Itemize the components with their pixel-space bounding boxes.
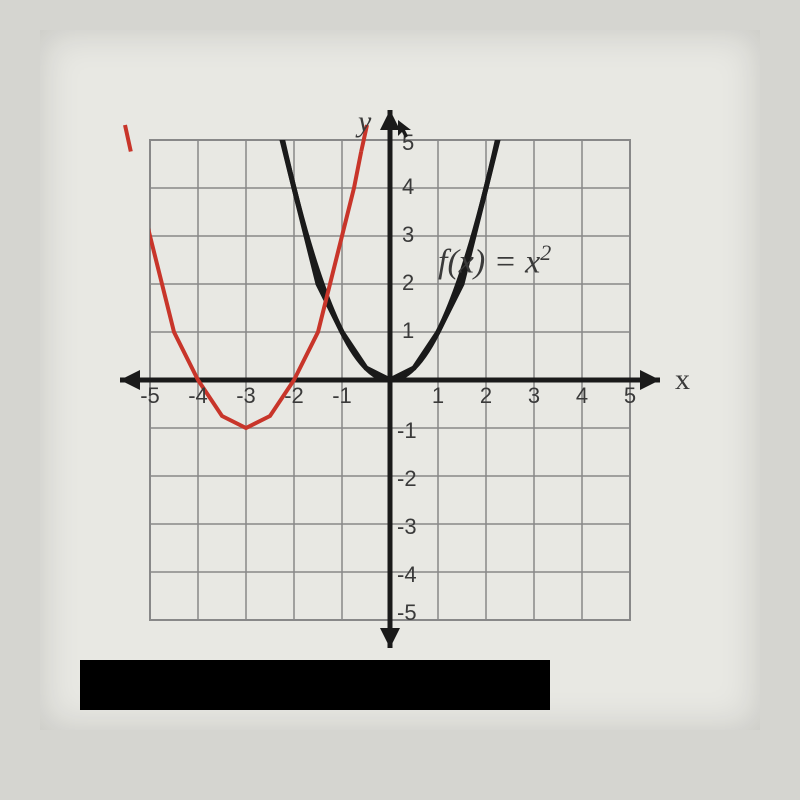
svg-text:2: 2 <box>480 383 492 408</box>
svg-text:5: 5 <box>624 383 636 408</box>
svg-text:-5: -5 <box>140 383 160 408</box>
svg-text:-3: -3 <box>397 514 417 539</box>
svg-text:-2: -2 <box>284 383 304 408</box>
svg-text:3: 3 <box>528 383 540 408</box>
svg-text:4: 4 <box>402 174 414 199</box>
svg-text:1: 1 <box>402 318 414 343</box>
svg-text:4: 4 <box>576 383 588 408</box>
x-axis-label: x <box>675 363 690 397</box>
photo-frame: -5 -4 -3 -2 -1 1 2 3 4 5 1 2 3 4 5 -1 <box>40 30 760 730</box>
svg-text:-5: -5 <box>397 600 417 625</box>
svg-text:-1: -1 <box>397 418 417 443</box>
x-arrow-left <box>120 370 140 390</box>
svg-text:-4: -4 <box>397 562 417 587</box>
svg-text:-2: -2 <box>397 466 417 491</box>
y-axis-label: y <box>358 105 371 139</box>
y-arrow-down <box>380 628 400 648</box>
svg-text:1: 1 <box>432 383 444 408</box>
equation-label: f(x) = x2 <box>438 240 551 281</box>
parabola-chart: -5 -4 -3 -2 -1 1 2 3 4 5 1 2 3 4 5 -1 <box>100 100 700 660</box>
svg-text:-3: -3 <box>236 383 256 408</box>
red-tail-left <box>125 125 131 152</box>
y-tick-labels-neg: -1 -2 -3 -4 -5 <box>397 418 417 625</box>
chart-svg: -5 -4 -3 -2 -1 1 2 3 4 5 1 2 3 4 5 -1 <box>100 100 700 660</box>
svg-text:-1: -1 <box>332 383 352 408</box>
x-arrow-right <box>640 370 660 390</box>
y-tick-labels-pos: 1 2 3 4 5 <box>402 130 414 343</box>
cursor-icon <box>396 118 414 146</box>
svg-text:2: 2 <box>402 270 414 295</box>
svg-text:3: 3 <box>402 222 414 247</box>
black-overlay-bar <box>80 660 550 710</box>
svg-text:-4: -4 <box>188 383 208 408</box>
